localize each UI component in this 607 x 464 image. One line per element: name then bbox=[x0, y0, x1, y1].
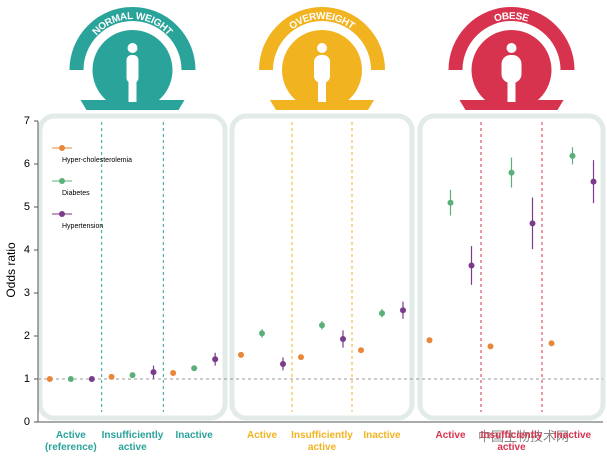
person-head bbox=[506, 43, 517, 53]
legend-dot bbox=[59, 211, 65, 217]
watermark: 中国生物技术网 bbox=[478, 429, 570, 444]
y-tick-label: 0 bbox=[24, 416, 30, 428]
person-legs bbox=[128, 80, 137, 102]
x-tick-label: Inactive bbox=[175, 430, 213, 441]
point bbox=[508, 169, 515, 176]
point bbox=[447, 199, 454, 206]
panel bbox=[417, 113, 606, 421]
group-title: OBESE bbox=[493, 11, 531, 25]
legend-label: Diabetes bbox=[62, 190, 90, 197]
point bbox=[280, 360, 286, 367]
gauge-base bbox=[80, 100, 185, 110]
point bbox=[487, 343, 494, 350]
legend-label: Hypertension bbox=[62, 223, 103, 230]
legend-dot bbox=[59, 145, 65, 151]
point bbox=[170, 369, 177, 376]
point bbox=[129, 372, 136, 379]
panel bbox=[37, 113, 228, 421]
x-tick-label: Insufficiently active bbox=[101, 430, 164, 453]
point bbox=[238, 351, 244, 358]
point bbox=[590, 178, 597, 185]
y-tick-label: 5 bbox=[24, 201, 30, 213]
point bbox=[46, 376, 53, 382]
gauge-base bbox=[270, 100, 374, 110]
point bbox=[569, 152, 576, 159]
point bbox=[298, 354, 304, 361]
gauge-arc bbox=[69, 7, 196, 71]
x-tick-label: Insufficiently active bbox=[480, 430, 543, 453]
legend-dot bbox=[59, 178, 65, 184]
person-legs bbox=[318, 80, 326, 102]
point bbox=[426, 337, 433, 344]
gauge-base bbox=[459, 100, 564, 110]
point bbox=[212, 356, 219, 363]
point bbox=[88, 376, 95, 382]
x-tick-label: Active (reference) bbox=[44, 430, 97, 453]
point bbox=[67, 376, 74, 382]
point bbox=[548, 340, 555, 347]
y-tick-label: 1 bbox=[24, 373, 30, 385]
y-tick-label: 4 bbox=[24, 244, 30, 256]
person-legs bbox=[507, 80, 516, 102]
person-head bbox=[127, 43, 138, 53]
y-tick-label: 2 bbox=[24, 330, 30, 342]
y-tick-label: 6 bbox=[24, 158, 30, 170]
x-tick-label: Inactive bbox=[363, 430, 401, 441]
point bbox=[150, 369, 157, 376]
point bbox=[108, 373, 115, 380]
person-body bbox=[501, 55, 522, 83]
point bbox=[358, 347, 364, 354]
point bbox=[191, 365, 198, 372]
x-tick-label: Insufficiently active bbox=[291, 430, 353, 453]
point bbox=[400, 307, 406, 314]
person-body bbox=[314, 55, 330, 83]
x-tick-label: Active bbox=[246, 430, 277, 441]
point bbox=[468, 262, 475, 269]
legend-label: Hyper-cholesterolemia bbox=[62, 157, 132, 164]
y-tick-label: 3 bbox=[24, 287, 30, 299]
x-tick-label: Inactive bbox=[553, 430, 592, 441]
x-tick-label: Active bbox=[435, 430, 466, 441]
point bbox=[340, 336, 346, 343]
point bbox=[259, 330, 265, 337]
point bbox=[529, 220, 536, 227]
gauge-arc bbox=[259, 7, 385, 71]
y-tick-label: 7 bbox=[24, 115, 30, 127]
point bbox=[319, 322, 325, 329]
group-title-path: OBESE bbox=[493, 11, 531, 25]
person-head bbox=[317, 43, 327, 53]
gauge-arc bbox=[448, 7, 575, 71]
y-axis-label: Odds ratio bbox=[4, 242, 18, 298]
panel bbox=[229, 113, 415, 421]
person-body bbox=[126, 55, 139, 83]
point bbox=[379, 310, 385, 317]
